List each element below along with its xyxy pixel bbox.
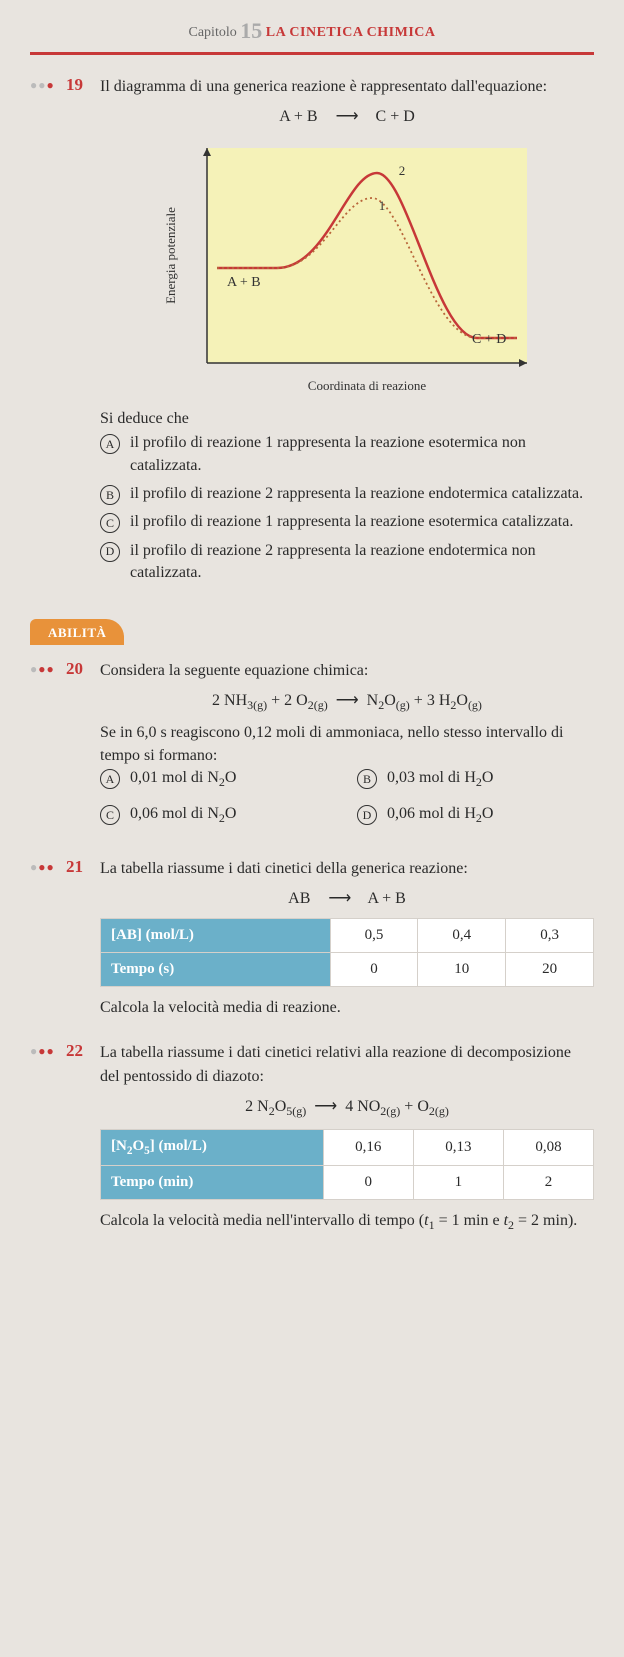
chapter-title: LA CINETICA CHIMICA bbox=[266, 25, 436, 40]
problem-intro: Il diagramma di una generica reazione è … bbox=[100, 75, 594, 98]
choice-text: 0,06 mol di H2O bbox=[387, 803, 594, 827]
table-cell: 20 bbox=[506, 953, 594, 987]
choice-letter: C bbox=[100, 513, 120, 533]
table-cell: 0 bbox=[330, 953, 418, 987]
table-header: Tempo (s) bbox=[101, 953, 331, 987]
energy-diagram: A + B C + D 1 2 Coordinata di reazione Energi… bbox=[157, 138, 537, 398]
problem-intro: Considera la seguente equazione chimica: bbox=[100, 659, 594, 682]
choice-text: 0,06 mol di N2O bbox=[130, 803, 337, 827]
chapter-number: 15 bbox=[240, 18, 262, 43]
difficulty-dots: ●●● bbox=[30, 1044, 55, 1059]
equation: 2 NH3(g) + 2 O2(g) ⟶ N2O(g) + 3 H2O(g) bbox=[100, 690, 594, 713]
choices-list: A il profilo di reazione 1 rappresenta l… bbox=[100, 432, 594, 584]
choice-text: 0,01 mol di N2O bbox=[130, 767, 337, 791]
data-table: [AB] (mol/L)0,50,40,3 Tempo (s)01020 bbox=[100, 918, 594, 987]
problem-20: ●●● 20 Considera la seguente equazione c… bbox=[30, 659, 594, 834]
table-cell: 0 bbox=[323, 1166, 413, 1200]
arrow-icon: ⟶ bbox=[328, 888, 350, 908]
problem-number: 21 bbox=[66, 857, 83, 877]
arrow-icon: ⟶ bbox=[336, 106, 358, 126]
eq-lhs: A + B bbox=[279, 108, 317, 125]
data-table: [N2O5] (mol/L)0,160,130,08 Tempo (min)012 bbox=[100, 1129, 594, 1200]
table-cell: 1 bbox=[413, 1166, 503, 1200]
table-cell: 10 bbox=[418, 953, 506, 987]
choice-A: A il profilo di reazione 1 rappresenta l… bbox=[100, 432, 594, 477]
table-cell: 0,13 bbox=[413, 1130, 503, 1166]
equation: A + B ⟶ C + D bbox=[100, 106, 594, 126]
table-header: Tempo (min) bbox=[101, 1166, 324, 1200]
problem-number: 20 bbox=[66, 659, 83, 679]
choice-letter: A bbox=[100, 434, 120, 454]
choice-text: il profilo di reazione 1 rappresenta la … bbox=[130, 432, 594, 477]
choice-C: C 0,06 mol di N2O bbox=[100, 803, 337, 827]
choice-text: 0,03 mol di H2O bbox=[387, 767, 594, 791]
difficulty-dots: ●●● bbox=[30, 860, 55, 875]
choice-letter: C bbox=[100, 805, 120, 825]
table-cell: 0,4 bbox=[418, 919, 506, 953]
problem-22: ●●● 22 La tabella riassume i dati cineti… bbox=[30, 1041, 594, 1233]
choice-B: B 0,03 mol di H2O bbox=[357, 767, 594, 791]
table-cell: 0,5 bbox=[330, 919, 418, 953]
problem-post: Calcola la velocità media nell'intervall… bbox=[100, 1212, 594, 1233]
choice-D: D 0,06 mol di H2O bbox=[357, 803, 594, 827]
eq-rhs: C + D bbox=[376, 108, 415, 125]
equation: 2 N2O5(g) ⟶ 4 NO2(g) + O2(g) bbox=[100, 1096, 594, 1119]
difficulty-dots: ●●● bbox=[30, 662, 55, 677]
choice-letter: D bbox=[100, 542, 120, 562]
problem-number: 19 bbox=[66, 75, 83, 95]
choice-text: il profilo di reazione 2 rappresenta la … bbox=[130, 540, 594, 585]
choice-D: D il profilo di reazione 2 rappresenta l… bbox=[100, 540, 594, 585]
choice-letter: A bbox=[100, 769, 120, 789]
eq-rhs: A + B bbox=[367, 890, 405, 907]
problem-number: 22 bbox=[66, 1041, 83, 1061]
svg-text:A + B: A + B bbox=[227, 275, 261, 290]
problem-intro: La tabella riassume i dati cinetici dell… bbox=[100, 857, 594, 880]
svg-text:2: 2 bbox=[399, 163, 406, 178]
difficulty-dots: ●●● bbox=[30, 78, 55, 93]
problem-intro: La tabella riassume i dati cinetici rela… bbox=[100, 1041, 594, 1087]
eq-lhs: AB bbox=[288, 890, 310, 907]
problem-19: ●●● 19 Il diagramma di una generica reaz… bbox=[30, 75, 594, 585]
choice-text: il profilo di reazione 2 rappresenta la … bbox=[130, 483, 594, 505]
problem-21: ●●● 21 La tabella riassume i dati cineti… bbox=[30, 857, 594, 1017]
table-cell: 0,08 bbox=[503, 1130, 593, 1166]
choice-B: B il profilo di reazione 2 rappresenta l… bbox=[100, 483, 594, 505]
table-cell: 2 bbox=[503, 1166, 593, 1200]
table-cell: 0,3 bbox=[506, 919, 594, 953]
problem-body: Se in 6,0 s reagiscono 0,12 moli di ammo… bbox=[100, 721, 594, 767]
choice-letter: D bbox=[357, 805, 377, 825]
choice-C: C il profilo di reazione 1 rappresenta l… bbox=[100, 511, 594, 533]
svg-text:Energia potenziale: Energia potenziale bbox=[163, 207, 178, 304]
table-header: [N2O5] (mol/L) bbox=[101, 1130, 324, 1166]
table-cell: 0,16 bbox=[323, 1130, 413, 1166]
svg-text:Coordinata di reazione: Coordinata di reazione bbox=[308, 378, 427, 393]
equation: AB ⟶ A + B bbox=[100, 888, 594, 908]
chapter-label: Capitolo bbox=[189, 25, 237, 40]
problem-post: Calcola la velocità media di reazione. bbox=[100, 999, 594, 1017]
sub-intro: Si deduce che bbox=[100, 410, 594, 428]
section-tab: ABILITÀ bbox=[30, 619, 124, 645]
choice-A: A 0,01 mol di N2O bbox=[100, 767, 337, 791]
choice-text: il profilo di reazione 1 rappresenta la … bbox=[130, 511, 594, 533]
choice-letter: B bbox=[100, 485, 120, 505]
svg-text:1: 1 bbox=[379, 198, 386, 213]
chapter-header: Capitolo 15 LA CINETICA CHIMICA bbox=[30, 0, 594, 55]
choices-grid: A 0,01 mol di N2O B 0,03 mol di H2O C 0,… bbox=[100, 767, 594, 833]
svg-text:C + D: C + D bbox=[472, 332, 506, 347]
choice-letter: B bbox=[357, 769, 377, 789]
table-header: [AB] (mol/L) bbox=[101, 919, 331, 953]
